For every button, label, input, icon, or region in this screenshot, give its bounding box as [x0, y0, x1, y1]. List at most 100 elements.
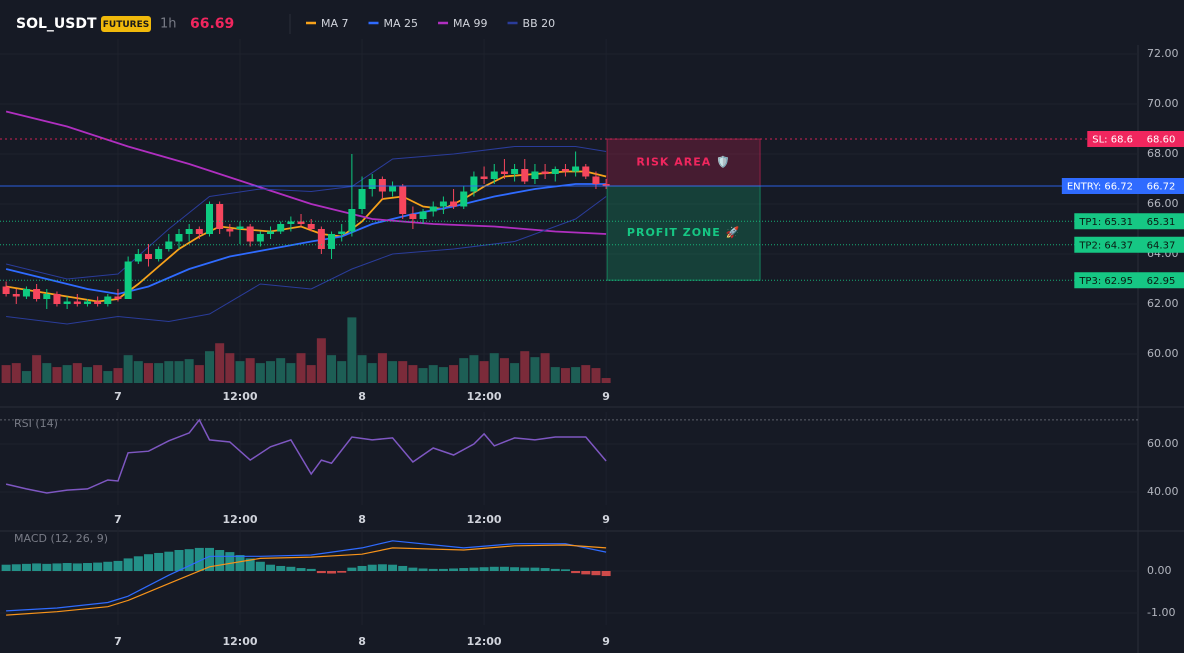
histogram-bar	[347, 567, 357, 572]
volume-bar	[11, 363, 21, 383]
candle-body	[246, 226, 254, 242]
candle-body	[73, 301, 81, 304]
candle-body	[267, 231, 275, 234]
candle-body	[460, 191, 468, 207]
legend-label: BB 20	[523, 17, 556, 30]
candle-body	[368, 179, 376, 189]
histogram-bar	[276, 565, 286, 572]
volume-bar	[123, 355, 133, 383]
badge: FUTURES	[103, 20, 149, 30]
volume-bar	[418, 368, 428, 383]
volume-bar	[52, 367, 62, 383]
volume-bar	[469, 355, 479, 383]
histogram-bar	[459, 568, 469, 572]
volume-bar	[306, 365, 316, 383]
candle-body	[175, 234, 183, 242]
candle-body	[226, 229, 234, 232]
candle-body	[419, 211, 427, 219]
histogram-bar	[327, 571, 337, 574]
x-tick-label: 12:00	[467, 635, 502, 648]
candle-body	[2, 286, 10, 294]
zone-label: RISK AREA 🛡️	[636, 156, 730, 169]
candle-body	[134, 254, 142, 262]
x-tick-label: 9	[602, 513, 610, 526]
volume-bar	[428, 365, 438, 383]
histogram-bar	[62, 563, 72, 572]
histogram-bar	[306, 568, 316, 572]
candle-body	[144, 254, 152, 259]
candle-body	[277, 224, 285, 232]
volume-bar	[357, 355, 367, 383]
candle-body	[572, 166, 580, 172]
volume-bar	[164, 361, 174, 383]
candle-body	[297, 221, 305, 224]
volume-bar	[367, 363, 377, 383]
histogram-bar	[469, 567, 479, 572]
histogram-bar	[438, 568, 448, 572]
volume-bar	[377, 353, 387, 383]
volume-bar	[194, 365, 204, 383]
histogram-bar	[204, 547, 214, 572]
histogram-bar	[550, 568, 560, 572]
price-tag: 68.60	[1147, 135, 1176, 146]
histogram-bar	[154, 552, 164, 572]
volume-bar	[530, 357, 540, 383]
histogram-bar	[72, 563, 82, 572]
indicator-line	[5, 418, 607, 494]
histogram-bar	[530, 567, 540, 572]
histogram-bar	[103, 561, 113, 572]
candle-body	[155, 249, 163, 259]
price-tag: 64.37	[1147, 240, 1176, 251]
candle-body	[185, 229, 193, 234]
zone	[606, 185, 761, 281]
level-label-bg	[1087, 131, 1138, 147]
volume-bar	[540, 353, 550, 383]
volume-bar	[204, 351, 214, 383]
histogram-bar	[164, 551, 174, 572]
level-label-bg	[1074, 272, 1138, 289]
candle-body	[521, 169, 529, 182]
volume-bar	[449, 365, 459, 383]
histogram-bar	[499, 566, 509, 572]
candle-body	[439, 201, 447, 207]
candle-body	[114, 296, 122, 299]
candle-body	[470, 176, 478, 192]
candle-body	[53, 294, 61, 304]
volume-bar	[296, 353, 306, 383]
candle-body	[22, 289, 30, 297]
candle-body	[124, 261, 132, 299]
candle-body	[378, 179, 386, 192]
candle-body	[328, 234, 336, 249]
histogram-bar	[1, 564, 11, 572]
candle-body	[399, 186, 407, 214]
candle-body	[43, 294, 51, 299]
x-tick-label: 12:00	[222, 513, 257, 526]
volume-bar	[184, 359, 194, 383]
badge-bg	[101, 16, 151, 32]
candle-body	[592, 176, 600, 184]
price-tag-bg	[1138, 131, 1184, 147]
level-label-bg	[1074, 236, 1138, 253]
legend-label: MA 99	[453, 17, 488, 30]
histogram-bar	[449, 568, 459, 572]
x-tick-label: 7	[114, 390, 122, 403]
price-tag-bg	[1138, 272, 1184, 289]
volume-bar	[133, 361, 143, 383]
y-tick-label: 70.00	[1147, 97, 1179, 110]
x-tick-label: 9	[602, 390, 610, 403]
candle-body	[429, 206, 437, 212]
candle-body	[358, 189, 366, 209]
indicator-line	[5, 146, 607, 280]
volume-bar	[266, 361, 276, 383]
y-tick-label: 0.00	[1147, 564, 1172, 577]
histogram-bar	[184, 549, 194, 572]
histogram-bar	[286, 566, 296, 572]
volume-bar	[479, 361, 489, 383]
candle-body	[104, 296, 112, 304]
histogram-bar	[82, 563, 92, 572]
histogram-bar	[21, 563, 31, 572]
indicator-line	[5, 183, 607, 295]
candle-body	[490, 171, 498, 179]
